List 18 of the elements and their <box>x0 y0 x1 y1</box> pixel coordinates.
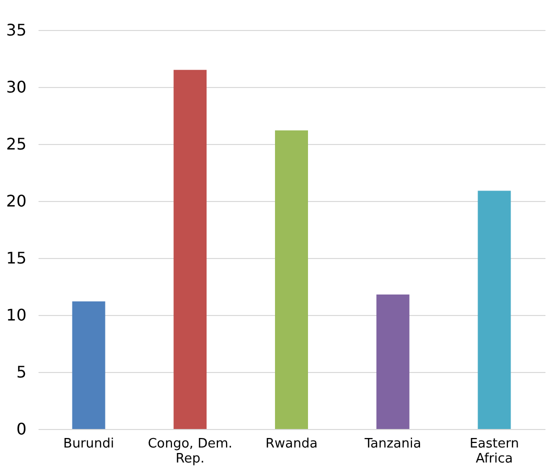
bar <box>478 190 511 429</box>
y-tick-label: 20 <box>6 192 26 210</box>
y-tick-label: 10 <box>6 306 26 324</box>
x-tick-label: Burundi <box>63 436 114 452</box>
x-tick-label: Eastern Africa <box>470 436 520 466</box>
y-tick-label: 5 <box>16 362 26 382</box>
y-tick-label: 35 <box>6 20 26 40</box>
bar <box>72 301 106 429</box>
x-tick-label: Rwanda <box>265 436 318 452</box>
y-tick-label: 0 <box>16 420 26 438</box>
bar <box>174 70 207 429</box>
y-tick-label: 25 <box>6 134 26 154</box>
bar <box>275 130 308 429</box>
x-tick-label: Congo, Dem. Rep. <box>148 436 232 466</box>
x-tick-label: Tanzania <box>364 436 422 452</box>
y-tick-label: 15 <box>6 248 26 268</box>
y-tick-label: 30 <box>6 78 26 96</box>
bar <box>376 294 410 429</box>
